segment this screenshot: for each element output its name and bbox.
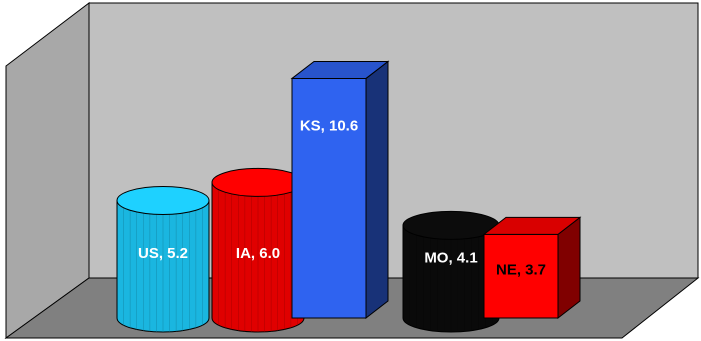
data-label-ia: IA, 6.0 <box>236 245 280 262</box>
bars-group: US, 5.2 IA, 6.0 KS, 10.6 MO, 4.1 NE, 3.7 <box>116 60 582 333</box>
bar-us: US, 5.2 <box>116 185 210 333</box>
bar-front-ks <box>291 77 367 319</box>
bar-side-ne <box>557 216 581 320</box>
data-label-ne: NE, 3.7 <box>496 261 546 278</box>
bar-side-ks <box>365 60 389 320</box>
bar-top-ia <box>211 167 305 197</box>
bar-top-ne <box>482 216 582 235</box>
data-label-mo: MO, 4.1 <box>424 249 477 266</box>
bar-ia: IA, 6.0 <box>211 167 305 333</box>
bar-ne: NE, 3.7 <box>482 216 582 320</box>
data-label-us: US, 5.2 <box>138 245 188 262</box>
bar-front-ne <box>483 233 559 319</box>
bar-ks: KS, 10.6 <box>290 60 390 320</box>
data-label-ks: KS, 10.6 <box>300 117 358 134</box>
bar-top-us <box>116 185 210 215</box>
bar-top-ks <box>290 60 390 79</box>
